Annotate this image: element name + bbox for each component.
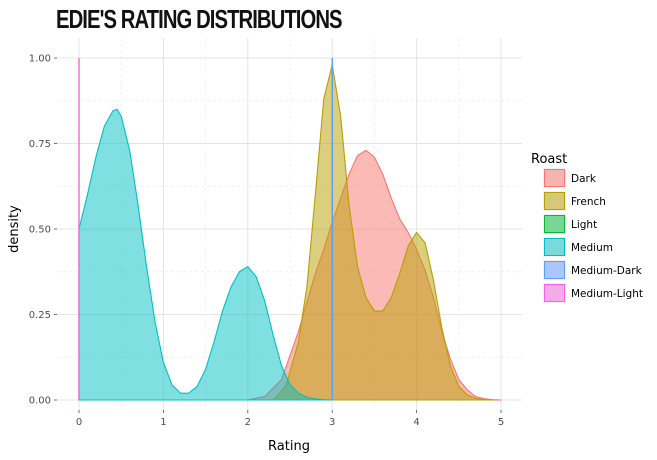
- y-tick-label: 0.50: [29, 225, 51, 236]
- legend: Roast Dark French Light Medium Medium-Dark Me…: [531, 152, 643, 303]
- density-area-french: [272, 64, 494, 401]
- density-area-medium: [78, 108, 333, 401]
- x-axis-title: Rating: [268, 439, 310, 454]
- legend-label-light: Light: [571, 219, 597, 231]
- x-tick-label: 0: [76, 417, 82, 428]
- density-areas: [78, 58, 502, 401]
- x-tick-label: 4: [413, 417, 419, 428]
- legend-label-medium: Medium: [571, 242, 613, 254]
- legend-swatch-french: [544, 192, 565, 210]
- legend-title: Roast: [531, 152, 567, 167]
- y-tick-label: 0.25: [29, 310, 51, 321]
- chart-title: EDIE'S RATING DISTRIBUTIONS: [56, 4, 343, 34]
- legend-swatch-medium-dark: [544, 261, 565, 279]
- legend-swatch-light: [544, 215, 565, 233]
- legend-swatch-dark: [544, 169, 565, 187]
- legend-label-medium-dark: Medium-Dark: [571, 265, 643, 277]
- x-tick-label: 1: [160, 417, 166, 428]
- axes: 0 1 2 3 4 5 0.00 0.25 0.50 0.75 1.00: [29, 54, 504, 429]
- legend-label-french: French: [571, 196, 606, 208]
- x-tick-label: 2: [245, 417, 251, 428]
- legend-label-dark: Dark: [571, 173, 597, 185]
- y-axis-title: density: [7, 205, 22, 253]
- y-tick-label: 0.00: [29, 396, 51, 407]
- legend-label-medium-light: Medium-Light: [571, 288, 643, 300]
- x-tick-label: 5: [498, 417, 504, 428]
- y-tick-label: 0.75: [29, 139, 51, 150]
- x-tick-label: 3: [329, 417, 335, 428]
- y-tick-label: 1.00: [29, 54, 51, 65]
- legend-swatch-medium: [544, 238, 565, 256]
- legend-swatch-medium-light: [544, 284, 565, 302]
